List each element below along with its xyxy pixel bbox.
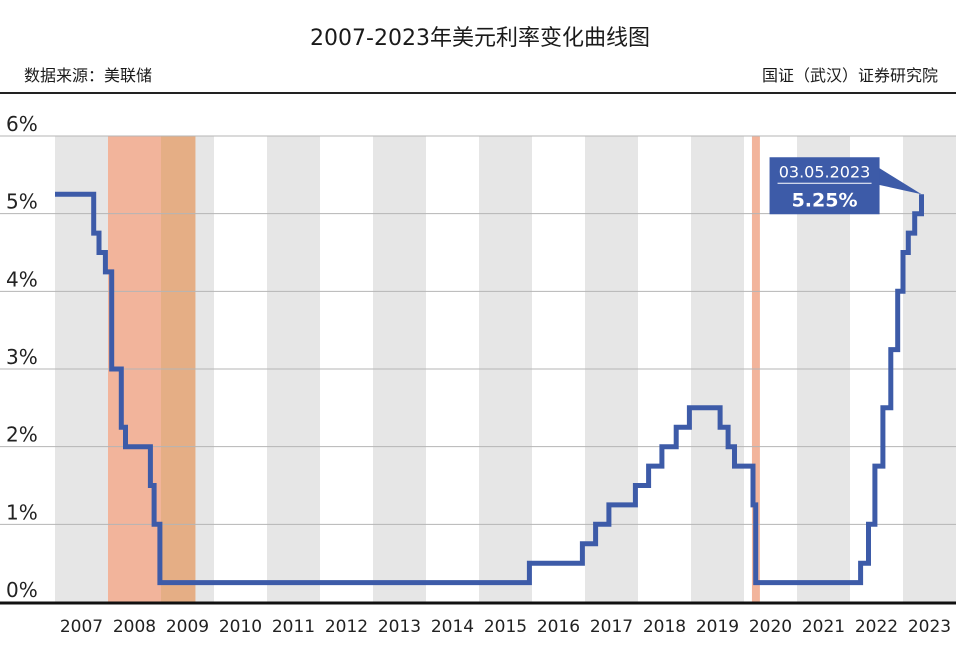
y-tick-label: 6% <box>6 112 38 136</box>
x-tick-label: 2013 <box>378 617 421 637</box>
callout-value: 5.25% <box>792 189 858 211</box>
x-tick-label: 2007 <box>60 617 103 637</box>
callout-date: 03.05.2023 <box>779 162 871 181</box>
x-tick-label: 2019 <box>696 617 739 637</box>
x-tick-label: 2022 <box>855 617 898 637</box>
y-tick-label: 0% <box>6 578 38 602</box>
callout-pointer <box>871 163 922 195</box>
y-tick-label: 2% <box>6 423 38 447</box>
y-tick-label: 5% <box>6 190 38 214</box>
callout: 03.05.2023 5.25% <box>769 157 922 215</box>
x-axis: 2007 2008 2009 2010 2011 2012 2013 2014 2015 2016… <box>60 617 951 637</box>
x-tick-label: 2015 <box>484 617 527 637</box>
x-tick-label: 2023 <box>908 617 951 637</box>
y-tick-label: 1% <box>6 500 38 524</box>
rate-line <box>55 191 924 586</box>
chart-title: 2007-2023年美元利率变化曲线图 <box>310 26 650 51</box>
x-tick-label: 2018 <box>643 617 686 637</box>
x-tick-label: 2012 <box>325 617 368 637</box>
x-tick-label: 2021 <box>802 617 845 637</box>
y-tick-label: 4% <box>6 267 38 291</box>
x-tick-label: 2008 <box>113 617 156 637</box>
x-tick-label: 2011 <box>272 617 315 637</box>
x-tick-label: 2014 <box>431 617 474 637</box>
data-source: 数据来源：美联储 <box>24 66 153 85</box>
x-tick-label: 2017 <box>590 617 633 637</box>
y-tick-label: 3% <box>6 345 38 369</box>
header-rule <box>0 92 956 94</box>
credit: 国证（武汉）证券研究院 <box>761 66 938 85</box>
x-tick-label: 2010 <box>219 617 262 637</box>
callout-box <box>769 157 880 215</box>
x-tick-label: 2009 <box>166 617 209 637</box>
x-tick-label: 2016 <box>537 617 580 637</box>
x-tick-label: 2020 <box>749 617 792 637</box>
y-axis: 0% 1% 2% 3% 4% 5% 6% <box>6 112 38 602</box>
